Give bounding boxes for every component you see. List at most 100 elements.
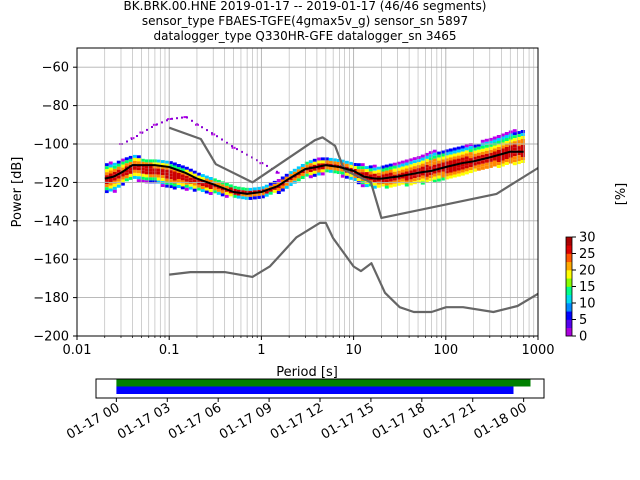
y-tick-label: −80: [42, 99, 69, 114]
heat-cell: [444, 155, 449, 159]
heat-cell: [372, 179, 377, 183]
heat-cell: [424, 158, 429, 162]
heat-cell: [136, 176, 141, 180]
heat-cell: [316, 160, 321, 164]
heat-cell: [216, 188, 221, 192]
colorbar-cell: [566, 307, 572, 310]
heat-cell: [464, 135, 469, 139]
heat-cell: [180, 165, 185, 169]
heat-cell: [104, 163, 109, 167]
heat-cell: [484, 159, 489, 163]
heat-cell: [116, 181, 121, 185]
heat-cell: [420, 175, 425, 179]
heat-cell: [364, 172, 369, 176]
heat-cell: [392, 156, 397, 160]
heat-cell: [384, 170, 389, 174]
heat-cell: [132, 169, 137, 173]
heat-cell: [164, 163, 169, 167]
heat-cell: [396, 173, 401, 177]
heat-cell: [484, 162, 489, 166]
heat-cell: [480, 148, 485, 152]
heat-cell: [368, 177, 373, 181]
heat-cell: [156, 162, 161, 166]
heat-cell: [168, 170, 173, 174]
heat-cell: [476, 161, 481, 165]
heat-cell: [128, 152, 133, 156]
heat-cell: [236, 189, 241, 193]
colorbar-cell: [566, 245, 572, 248]
heat-cell: [296, 178, 301, 182]
heat-cell: [448, 172, 453, 176]
heat-cell: [428, 148, 433, 152]
heat-cell: [504, 162, 509, 165]
colorbar-cell: [566, 306, 572, 309]
heat-cell: [124, 178, 129, 182]
x-tick-label: 1: [257, 343, 265, 358]
heat-cell: [392, 168, 397, 172]
heat-cell: [480, 166, 485, 170]
heat-cell: [300, 167, 305, 170]
outlier-cell: [211, 132, 213, 135]
heat-cell: [368, 168, 373, 172]
heat-cell: [472, 147, 477, 151]
colorbar-cell: [566, 286, 572, 289]
heat-cell: [520, 154, 525, 157]
heat-cell: [112, 183, 117, 187]
heat-cell: [328, 157, 333, 161]
heat-cell: [440, 177, 445, 181]
heat-cell: [396, 182, 401, 186]
heat-cell: [144, 177, 149, 181]
heat-cell: [356, 169, 361, 173]
outlier-cell: [156, 123, 158, 126]
heat-cell: [168, 161, 173, 165]
heat-cell: [356, 163, 361, 167]
heat-cell: [360, 184, 365, 188]
heat-cell: [296, 166, 301, 170]
colorbar-cell: [566, 263, 572, 266]
heat-cell: [208, 180, 213, 183]
heat-cell: [488, 143, 493, 147]
heat-cell: [420, 157, 425, 161]
heat-cell: [124, 160, 129, 164]
heat-cell: [516, 146, 521, 150]
heat-cell: [432, 173, 437, 177]
heat-cell: [216, 194, 221, 198]
heat-cell: [168, 176, 173, 180]
heat-cell: [412, 151, 417, 155]
heat-cell: [104, 178, 109, 182]
heat-cell: [452, 168, 457, 172]
heat-cell: [160, 172, 165, 176]
heat-cell: [108, 179, 113, 183]
heat-cell: [516, 158, 521, 162]
heat-cell: [268, 185, 273, 189]
outlier-cell: [201, 126, 203, 129]
heat-cell: [200, 183, 205, 187]
heat-cell: [424, 176, 429, 180]
heat-cell: [268, 182, 273, 186]
x-tick-label: 100: [433, 343, 458, 358]
heat-cell: [176, 188, 181, 191]
heat-cell: [480, 145, 485, 149]
heat-cell: [520, 157, 525, 160]
heat-cell: [276, 188, 281, 191]
heat-cell: [400, 178, 405, 182]
heat-cell: [388, 163, 393, 167]
colorbar-cell: [566, 304, 572, 307]
noise-models: [168, 126, 539, 314]
heat-cell: [224, 182, 229, 186]
heat-cell: [172, 183, 177, 187]
heat-cell: [240, 190, 245, 194]
heat-cell: [496, 147, 501, 150]
y-tick-label: −200: [33, 330, 69, 345]
heat-cell: [372, 185, 377, 189]
heat-cell: [432, 158, 437, 162]
heat-cell: [304, 173, 309, 177]
heat-cell: [392, 162, 397, 166]
heat-cell: [112, 162, 117, 166]
heat-cell: [448, 169, 453, 173]
outlier-cell: [136, 135, 138, 137]
x-tick-label: 1000: [521, 343, 554, 358]
heat-cell: [440, 153, 445, 157]
outlier-cell: [251, 156, 253, 159]
heat-cell: [316, 172, 321, 176]
